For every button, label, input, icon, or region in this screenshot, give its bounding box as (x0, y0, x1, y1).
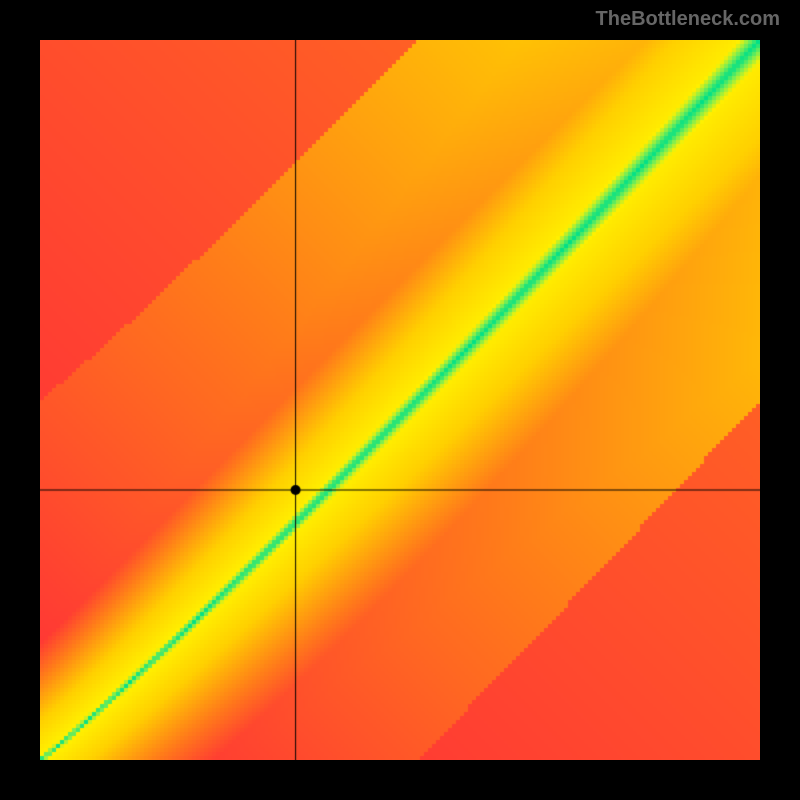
heatmap-canvas (40, 40, 760, 760)
bottleneck-heatmap-chart (40, 40, 760, 760)
watermark-text: TheBottleneck.com (596, 8, 780, 31)
